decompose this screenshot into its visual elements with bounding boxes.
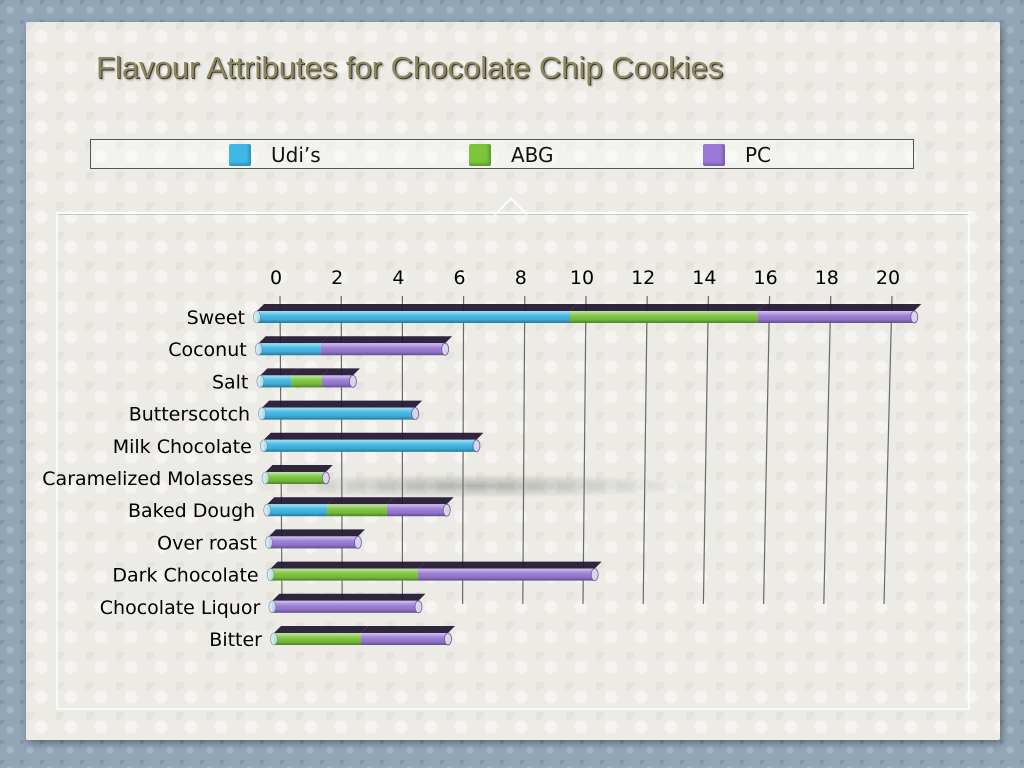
x-tick-label-10: 10 [570,267,594,289]
bar-start-cap [265,536,273,549]
bar-start-cap [268,600,277,614]
legend-item-udis: Udi’s [229,143,321,167]
gridline-8 [522,295,526,605]
category-label-baked-dough: Baked Dough [128,500,255,522]
bar-sweet-abg [570,304,765,323]
category-label-chocolate-liquor: Chocolate Liquor [100,597,261,619]
category-label-bitter: Bitter [209,629,262,651]
x-tick-label-8: 8 [515,267,527,289]
category-label-dark-chocolate: Dark Chocolate [112,565,258,587]
category-label-butterscotch: Butterscotch [129,404,250,426]
bar-over-roast-pc [268,529,365,549]
gridline-10 [582,295,587,605]
legend-label-abg: ABG [511,143,554,167]
legend-swatch-abg [469,144,491,166]
bar-end-cap [590,568,599,581]
bar-start-cap [270,632,278,646]
category-label-milk-chocolate: Milk Chocolate [113,436,252,458]
category-label-over-roast: Over roast [157,532,257,554]
bar-start-cap [258,407,266,420]
bar-sweet-udis [257,304,577,323]
bar-baked-dough-pc [386,497,454,517]
bar-end-cap [910,310,919,324]
chart-title: Flavour Attributes for Chocolate Chip Co… [96,50,724,85]
chart-floor-shadow [240,474,700,498]
legend-swatch-udis [229,144,251,166]
gridline-12 [642,295,648,605]
x-tick-label-18: 18 [815,267,839,289]
bar-salt-udis [260,368,299,388]
section-divider [56,212,970,214]
category-label-sweet: Sweet [187,307,245,329]
bar-coconut-pc [320,336,453,356]
bar-start-cap [263,503,272,517]
legend-item-abg: ABG [469,143,554,167]
bar-milk-chocolate-udis [263,432,484,452]
legend-label-udis: Udi’s [271,143,321,167]
bar-salt-abg [291,368,330,388]
x-tick-label-6: 6 [454,267,466,289]
bar-dark-chocolate-pc [417,561,602,581]
bar-salt-pc [322,368,360,388]
gridline-14 [702,295,709,605]
bar-end-cap [321,471,330,485]
bar-end-cap [472,439,481,453]
bar-end-cap [411,407,420,421]
legend-label-pc: PC [745,143,772,167]
x-tick-label-12: 12 [631,267,655,289]
gridline-20 [883,295,893,605]
bar-chocolate-liquor-pc [272,593,426,613]
x-tick-label-0: 0 [270,267,282,289]
bar-bitter-abg [274,626,368,645]
gridline-16 [763,295,771,605]
bar-sweet-pc [757,304,922,323]
bar-coconut-udis [258,336,328,356]
category-label-caramelized-molasses: Caramelized Molasses [42,468,253,490]
bar-end-cap [444,632,452,646]
category-label-coconut: Coconut [168,339,247,361]
bar-start-cap [253,310,261,324]
bar-end-cap [354,536,362,549]
bar-baked-dough-udis [267,497,335,517]
x-tick-label-14: 14 [692,267,716,289]
bar-start-cap [254,342,263,356]
category-label-salt: Salt [212,371,248,393]
chart-legend: Udi’s ABG PC [90,139,914,169]
bar-start-cap [259,439,268,453]
chart-frame [56,214,970,710]
bar-end-cap [442,503,451,517]
bar-end-cap [414,600,423,614]
bar-dark-chocolate-abg [270,561,425,581]
bar-bitter-pc [361,626,455,645]
bar-start-cap [266,568,275,581]
x-tick-label-16: 16 [754,267,778,289]
bar-start-cap [261,471,270,485]
bar-caramelized-molasses-abg [265,465,333,484]
slide-background [26,22,1000,740]
x-tick-label-2: 2 [331,267,343,289]
gridline-18 [823,295,832,605]
bar-start-cap [256,375,265,388]
bar-butterscotch-udis [262,400,423,420]
x-tick-label-4: 4 [392,267,404,289]
bar-end-cap [441,342,450,356]
bar-end-cap [349,374,357,388]
legend-swatch-pc [703,144,725,166]
x-tick-label-20: 20 [876,267,900,289]
legend-item-pc: PC [703,143,772,167]
bar-baked-dough-abg [327,497,394,517]
